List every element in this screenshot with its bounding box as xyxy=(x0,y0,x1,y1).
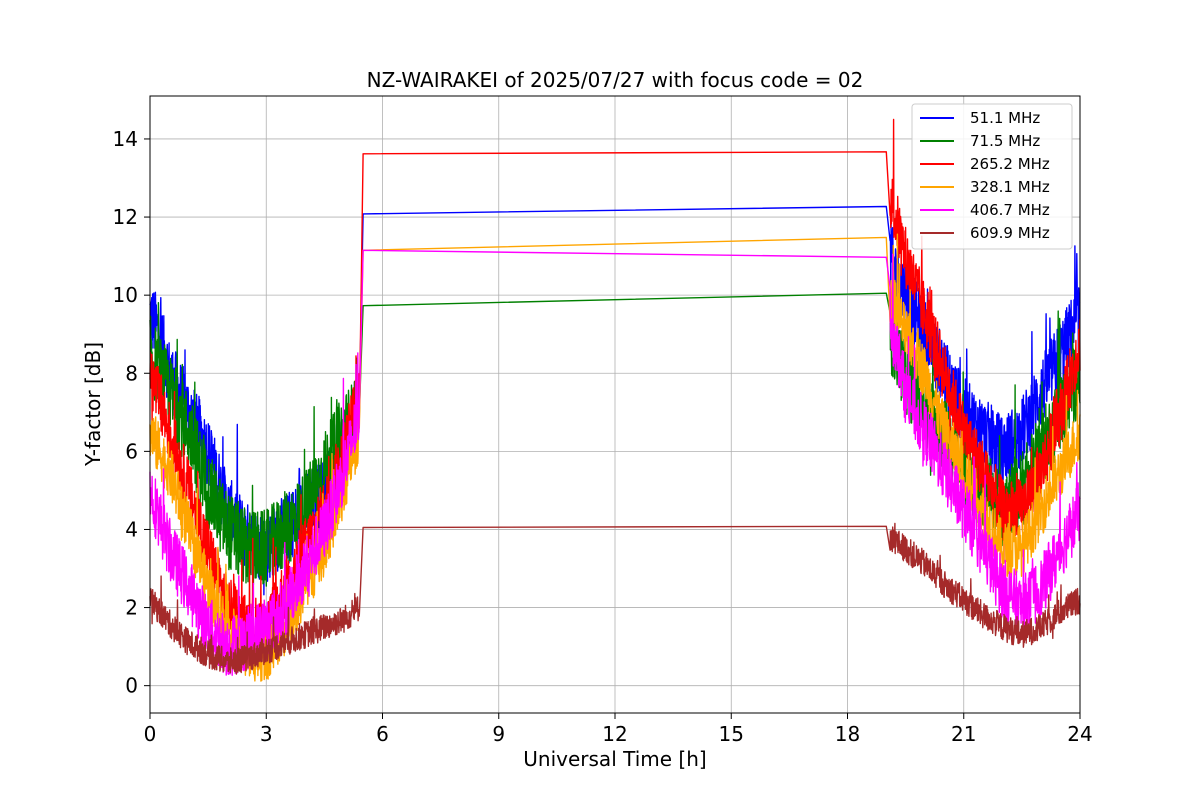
x-tick-label: 6 xyxy=(376,722,389,746)
y-axis-label: Y-factor [dB] xyxy=(81,342,105,467)
legend-label: 71.5 MHz xyxy=(970,132,1040,150)
x-tick-label: 0 xyxy=(144,722,157,746)
legend-label: 265.2 MHz xyxy=(970,155,1050,173)
y-tick-label: 2 xyxy=(125,596,138,620)
x-tick-label: 3 xyxy=(260,722,273,746)
legend: 51.1 MHz 71.5 MHz 265.2 MHz 328.1 MHz 406.7… xyxy=(911,103,1073,250)
x-tick-label: 18 xyxy=(835,722,860,746)
x-tick-label: 9 xyxy=(492,722,505,746)
legend-label: 609.9 MHz xyxy=(970,224,1050,242)
y-tick-label: 4 xyxy=(125,517,138,541)
series-line xyxy=(149,118,1081,659)
x-tick-label: 15 xyxy=(719,722,744,746)
series-line xyxy=(149,522,1081,675)
x-tick-label: 24 xyxy=(1067,722,1092,746)
x-axis-label: Universal Time [h] xyxy=(523,747,706,771)
legend-label: 51.1 MHz xyxy=(970,109,1040,127)
y-tick-label: 0 xyxy=(125,674,138,698)
x-tick-label: 21 xyxy=(951,722,976,746)
legend-label: 406.7 MHz xyxy=(970,201,1050,219)
y-tick-label: 12 xyxy=(113,205,138,229)
y-tick-label: 10 xyxy=(113,283,138,307)
y-tick-label: 6 xyxy=(125,439,138,463)
x-tick-label: 12 xyxy=(602,722,627,746)
y-tick-label: 14 xyxy=(113,127,138,151)
series-layer xyxy=(149,118,1081,682)
series-line xyxy=(149,249,1081,676)
y-tick-label: 8 xyxy=(125,361,138,385)
legend-label: 328.1 MHz xyxy=(970,178,1050,196)
chart-title: NZ-WAIRAKEI of 2025/07/27 with focus cod… xyxy=(367,68,864,92)
